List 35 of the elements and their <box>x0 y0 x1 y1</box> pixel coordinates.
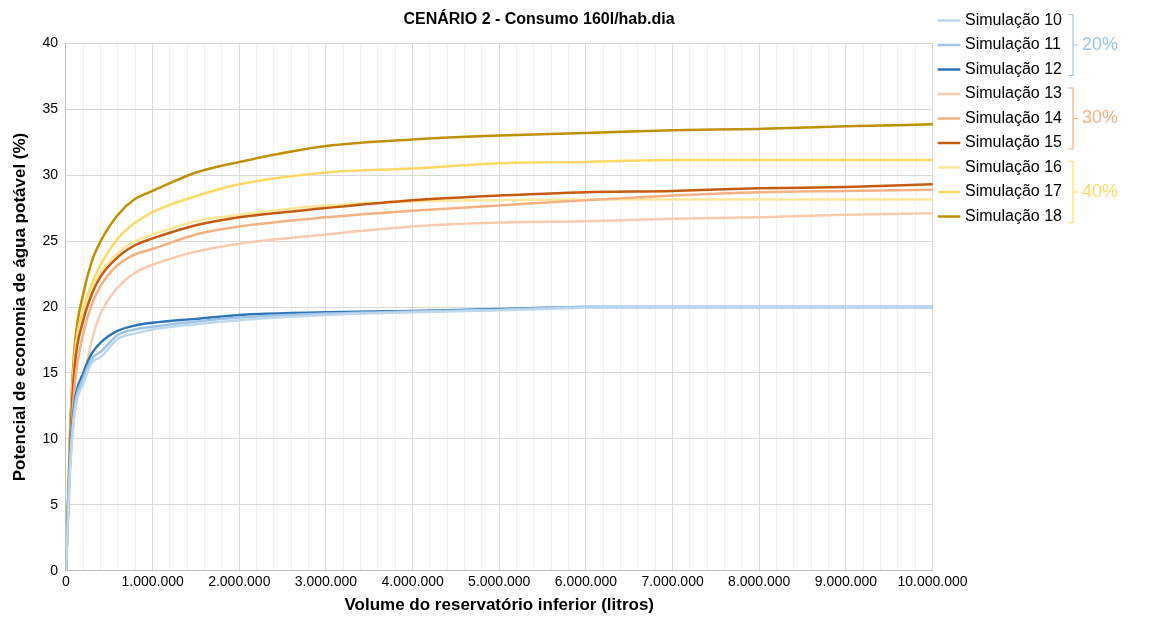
y-tick-label: 20 <box>42 297 59 314</box>
x-tick-label: 9.000.000 <box>814 573 878 590</box>
text: 40% <box>1082 180 1119 201</box>
legend-label: Simulação 13 <box>965 84 1063 102</box>
y-tick-label: 25 <box>42 231 59 248</box>
y-tick-label: 40 <box>42 34 59 51</box>
x-tick-label: 2.000.000 <box>208 573 271 590</box>
x-axis-title: Volume do reservatório inferior (litros) <box>344 595 655 615</box>
x-tick-label: 0 <box>62 573 71 590</box>
y-tick-label: 35 <box>42 100 59 117</box>
legend-label: Simulação 15 <box>965 133 1063 151</box>
y-tick-label: 15 <box>42 363 59 380</box>
text: 20% <box>1082 33 1119 54</box>
x-tick-label: 6.000.000 <box>554 573 618 590</box>
legend-label: Simulação 12 <box>965 59 1063 77</box>
legend-label: Simulação 17 <box>965 182 1063 200</box>
legend-label: Simulação 10 <box>965 10 1063 28</box>
x-tick-label: 3.000.000 <box>294 573 358 590</box>
legend-label: Simulação 16 <box>965 157 1063 175</box>
y-tick-label: 30 <box>42 165 59 182</box>
legend-label: Simulação 14 <box>965 108 1063 126</box>
y-tick-label: 0 <box>50 561 59 578</box>
x-tick-label: 8.000.000 <box>728 573 791 590</box>
x-tick-label: 5.000.000 <box>468 573 531 590</box>
x-tick-label: 1.000.000 <box>121 573 184 590</box>
chart-title: CENÁRIO 2 - Consumo 160l/hab.dia <box>403 9 675 28</box>
y-tick-label: 10 <box>42 429 59 446</box>
x-tick-label: 10.000.000 <box>897 573 968 590</box>
x-tick-label: 4.000.000 <box>381 573 444 590</box>
legend-label: Simulação 18 <box>965 206 1063 224</box>
y-axis-title: Potencial de economia de água potável (%) <box>9 132 29 482</box>
text: 30% <box>1082 107 1119 128</box>
y-tick-label: 5 <box>50 495 59 512</box>
x-tick-label: 7.000.000 <box>641 573 704 590</box>
legend-label: Simulação 11 <box>965 35 1061 53</box>
